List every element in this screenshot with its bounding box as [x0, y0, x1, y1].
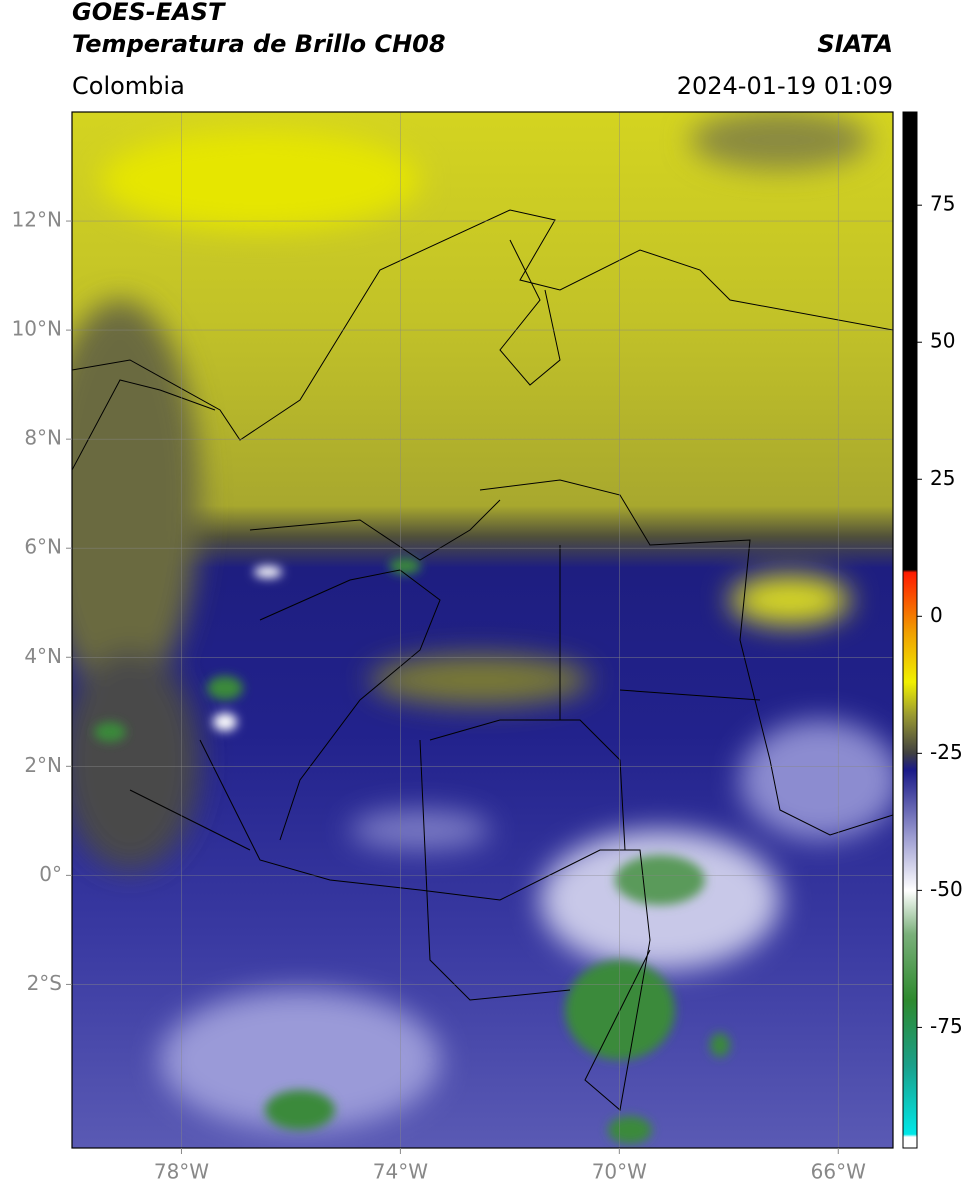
y-tick-label: 2°N	[24, 753, 62, 777]
colorbar-label: 0	[930, 603, 943, 627]
colorbar-label: 25	[930, 466, 955, 490]
y-tick-label: 12°N	[12, 208, 62, 232]
grid	[72, 112, 893, 1148]
y-tick-label: 8°N	[24, 426, 62, 450]
y-tick-label: 0°	[39, 862, 62, 886]
colorbar-label: 50	[930, 329, 955, 353]
x-tick-label: 74°W	[373, 1160, 428, 1184]
source: SIATA	[817, 30, 893, 58]
region: Colombia	[72, 72, 185, 100]
y-tick-label: 10°N	[12, 317, 62, 341]
colorbar-label: 75	[930, 192, 955, 216]
x-tick-label: 66°W	[811, 1160, 866, 1184]
colorbar-label: -50	[930, 877, 963, 901]
colorbar-label: -75	[930, 1014, 963, 1038]
datetime: 2024-01-19 01:09	[677, 72, 893, 100]
y-tick-label: 4°N	[24, 644, 62, 668]
y-tick-label: 2°S	[27, 971, 62, 995]
subtitle: Temperatura de Brillo CH08	[72, 30, 446, 58]
satellite-image	[72, 112, 893, 1148]
title: GOES-EAST	[72, 0, 226, 26]
map-frame	[71, 111, 894, 1149]
y-tick-label: 6°N	[24, 535, 62, 559]
colorbar	[902, 111, 918, 1149]
x-tick-label: 78°W	[154, 1160, 209, 1184]
colorbar-label: -25	[930, 740, 963, 764]
x-tick-label: 70°W	[592, 1160, 647, 1184]
